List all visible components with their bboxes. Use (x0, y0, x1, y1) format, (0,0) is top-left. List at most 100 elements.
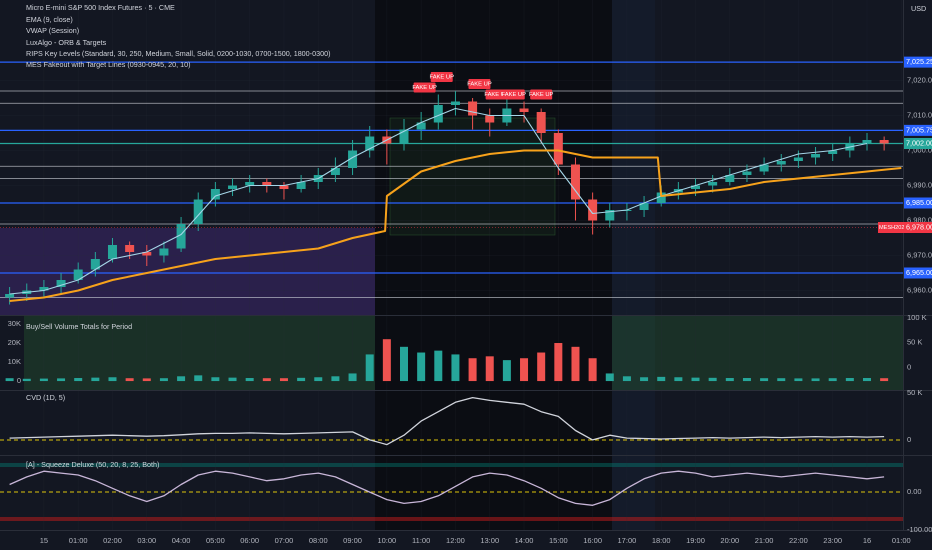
volume-bar (760, 378, 769, 382)
volume-bar (502, 360, 511, 382)
volume-bar (554, 343, 563, 382)
text-layer: Micro E-mini S&P 500 Index Futures · 5 ·… (26, 3, 926, 469)
candle-body (193, 199, 203, 224)
candle-body (570, 164, 580, 200)
candle-body (330, 168, 340, 175)
volume-bar (22, 378, 31, 382)
volume-bar (417, 352, 426, 382)
fakeout-label: FAKE UP (467, 82, 492, 88)
indicator-line (9, 149, 902, 302)
fakeout-label: FAKE UP (484, 92, 509, 98)
squeeze-band (0, 463, 903, 467)
post-session-shade (612, 0, 655, 530)
volume-bar (365, 354, 374, 382)
price-tag-label: 7,002.00 (906, 138, 932, 147)
volume-bar (777, 378, 786, 382)
y-tick-label: 0.00 (907, 487, 922, 496)
volume-bar (159, 378, 168, 382)
last-price-tag (904, 222, 932, 233)
fakeout-label: FAKE UP (412, 85, 437, 91)
fakeout-marker (502, 89, 525, 100)
volume-bar (674, 377, 683, 382)
legend-item: LuxAlgo - ORB & Targets (26, 38, 107, 47)
candle-body (433, 105, 443, 123)
x-tick-label: 20:00 (720, 536, 739, 545)
volume-bar (605, 373, 614, 382)
y-tick-label: 6,970.00 (907, 250, 932, 259)
y2-tick-label: 50 K (907, 338, 922, 347)
volume-bar (400, 346, 409, 382)
candle-body (828, 150, 838, 154)
candle-body (228, 185, 238, 189)
volume-zone (612, 316, 903, 390)
x-tick-label: 13:00 (480, 536, 499, 545)
candle-body (656, 192, 666, 203)
volume-bar (691, 377, 700, 382)
volume-bar (537, 352, 546, 382)
volume-bar (314, 377, 323, 382)
y-tick-label: 6,960.00 (907, 285, 932, 294)
price-tag-label: 6,965.00 (906, 268, 932, 277)
indicator-line (9, 396, 885, 446)
candle-body (485, 115, 495, 123)
price-tag-label: 7,005.75 (906, 125, 932, 134)
x-tick-label: 02:00 (103, 536, 122, 545)
candle-body (588, 199, 598, 221)
volume-bar (348, 373, 357, 382)
candle-body (348, 150, 358, 168)
candle-body (519, 108, 529, 112)
squeeze-band (0, 517, 903, 521)
candle-body (399, 129, 409, 144)
fakeout-label: FAKE UP (502, 92, 527, 98)
volume-bar (725, 378, 734, 382)
candle-body (73, 269, 83, 280)
volume-bar (5, 378, 14, 382)
candle-body (879, 140, 889, 144)
candle-body (862, 140, 872, 144)
price-tag (904, 267, 932, 279)
volume-bar (520, 358, 529, 382)
candle-body (793, 157, 803, 161)
x-tick-label: 21:00 (755, 536, 774, 545)
candle-body (279, 185, 289, 189)
y-tick-label: 30K (8, 319, 21, 328)
y-tick-label: 10K (8, 357, 21, 366)
candle-body (159, 248, 169, 256)
x-tick-label: 17:00 (618, 536, 637, 545)
volume-bar (331, 376, 340, 382)
candle-body (262, 182, 272, 186)
volume-bar (880, 378, 889, 382)
last-price-label: 6,978.00 (906, 222, 932, 231)
session-shade (375, 0, 612, 530)
candle-body (468, 101, 478, 116)
volume-bar (742, 378, 751, 382)
x-tick-label: 03:00 (137, 536, 156, 545)
indicator-line (9, 470, 885, 506)
candle-body (553, 133, 563, 165)
volume-bar (211, 377, 220, 382)
candle-body (416, 122, 426, 130)
currency-label[interactable]: USD (911, 4, 926, 13)
price-tag-label: 7,025.25 (906, 57, 932, 66)
x-tick-label: 10:00 (377, 536, 396, 545)
candle-body (776, 161, 786, 165)
pane-title: [A] - Squeeze Deluxe (50, 20, 8, 25, Bot… (26, 460, 159, 469)
legend-item: EMA (9, close) (26, 15, 73, 24)
volume-bar (588, 358, 597, 382)
candle-body (210, 189, 220, 200)
x-tick-label: 11:00 (412, 536, 430, 545)
volume-bar (434, 350, 443, 382)
price-tag (904, 138, 932, 149)
y-tick-label: 6,990.00 (907, 180, 932, 189)
candle-body (811, 154, 821, 158)
volume-bar (862, 378, 871, 382)
candle-body (759, 164, 769, 172)
x-tick-label: 08:00 (309, 536, 328, 545)
price-tag-label: 6,985.00 (906, 198, 932, 207)
volume-bar (708, 377, 717, 382)
y-tick-label: 7,020.00 (907, 75, 932, 84)
candle-body (39, 287, 49, 291)
legend-item: VWAP (Session) (26, 26, 79, 35)
candle-body (365, 136, 375, 151)
